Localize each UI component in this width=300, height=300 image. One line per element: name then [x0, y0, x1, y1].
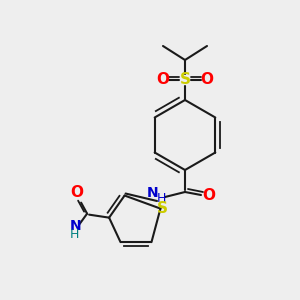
Text: O: O — [70, 185, 84, 200]
Text: O: O — [202, 188, 215, 203]
Text: H: H — [156, 191, 166, 205]
Text: S: S — [179, 73, 191, 88]
Text: H: H — [69, 228, 79, 241]
Text: S: S — [157, 201, 168, 216]
Text: O: O — [157, 73, 169, 88]
Text: N: N — [69, 219, 81, 232]
Text: N: N — [147, 186, 159, 200]
Text: O: O — [200, 73, 214, 88]
